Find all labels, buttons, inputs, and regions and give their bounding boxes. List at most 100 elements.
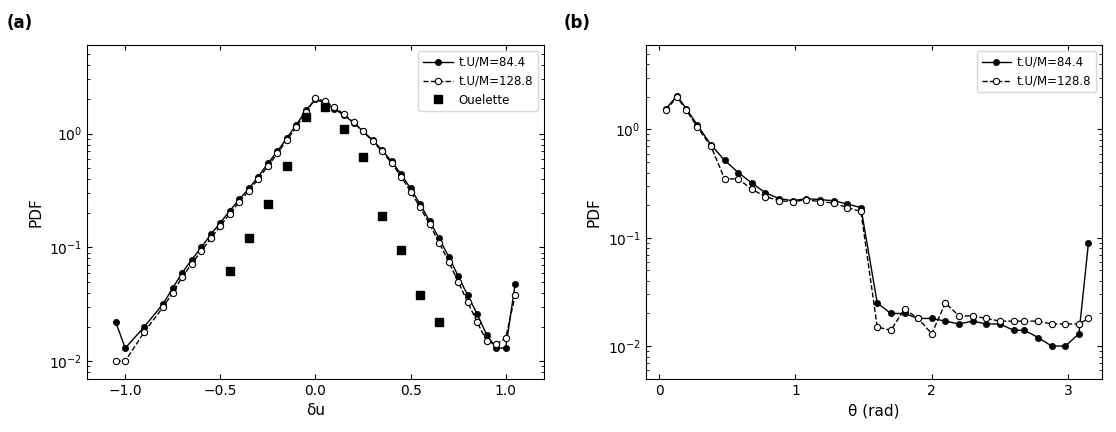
t.U/M=128.8 (461, 299, 474, 305)
t.U/M=128.8 (980, 316, 993, 321)
t.U/M=84.4 (280, 135, 294, 140)
t.U/M=84.4 (213, 220, 227, 225)
t.U/M=84.4 (732, 170, 745, 175)
t.U/M=84.4 (347, 120, 360, 125)
t.U/M=84.4 (442, 254, 455, 259)
t.U/M=128.8 (480, 338, 493, 343)
t.U/M=84.4 (232, 197, 246, 202)
t.U/M=128.8 (375, 149, 388, 154)
t.U/M=128.8 (1018, 318, 1031, 324)
t.U/M=128.8 (299, 109, 312, 114)
t.U/M=84.4 (423, 219, 436, 224)
t.U/M=84.4 (718, 158, 731, 163)
t.U/M=84.4 (827, 198, 840, 203)
t.U/M=128.8 (966, 313, 980, 318)
t.U/M=128.8 (452, 279, 465, 284)
t.U/M=84.4 (870, 300, 884, 305)
Line: t.U/M=128.8: t.U/M=128.8 (113, 95, 518, 364)
t.U/M=84.4 (328, 106, 341, 111)
Ouelette (394, 247, 407, 252)
t.U/M=128.8 (442, 259, 455, 264)
t.U/M=128.8 (185, 261, 199, 266)
t.U/M=128.8 (432, 240, 445, 245)
t.U/M=128.8 (242, 188, 256, 193)
t.U/M=84.4 (772, 196, 786, 201)
t.U/M=128.8 (691, 124, 704, 130)
t.U/M=84.4 (271, 149, 285, 154)
t.U/M=128.8 (827, 200, 840, 206)
t.U/M=84.4 (704, 142, 718, 147)
Legend: t.U/M=84.4, t.U/M=128.8, Ouelette: t.U/M=84.4, t.U/M=128.8, Ouelette (418, 51, 538, 111)
t.U/M=84.4 (452, 273, 465, 279)
Ouelette (337, 127, 350, 132)
t.U/M=128.8 (1072, 321, 1086, 327)
t.U/M=128.8 (1045, 321, 1058, 327)
t.U/M=128.8 (1081, 316, 1095, 321)
Ouelette (432, 320, 445, 325)
t.U/M=84.4 (375, 147, 388, 152)
t.U/M=128.8 (385, 161, 398, 166)
t.U/M=128.8 (912, 316, 925, 321)
t.U/M=84.4 (1059, 343, 1072, 349)
t.U/M=128.8 (897, 306, 911, 311)
t.U/M=84.4 (194, 245, 208, 250)
Legend: t.U/M=84.4, t.U/M=128.8: t.U/M=84.4, t.U/M=128.8 (976, 51, 1096, 92)
t.U/M=84.4 (1081, 240, 1095, 245)
t.U/M=84.4 (786, 198, 799, 203)
t.U/M=84.4 (404, 186, 417, 191)
t.U/M=128.8 (840, 205, 854, 210)
t.U/M=128.8 (271, 151, 285, 156)
t.U/M=84.4 (242, 186, 256, 191)
t.U/M=128.8 (213, 223, 227, 229)
t.U/M=84.4 (966, 318, 980, 324)
t.U/M=84.4 (1018, 327, 1031, 333)
t.U/M=128.8 (680, 108, 693, 113)
t.U/M=84.4 (318, 101, 331, 106)
t.U/M=84.4 (109, 320, 123, 325)
t.U/M=84.4 (252, 174, 266, 179)
t.U/M=128.8 (118, 359, 132, 364)
t.U/M=128.8 (166, 290, 180, 295)
t.U/M=128.8 (423, 222, 436, 227)
t.U/M=128.8 (671, 94, 684, 99)
t.U/M=84.4 (461, 292, 474, 298)
t.U/M=128.8 (328, 105, 341, 110)
t.U/M=128.8 (109, 359, 123, 364)
t.U/M=84.4 (854, 205, 867, 210)
Ouelette (242, 236, 256, 241)
t.U/M=128.8 (854, 209, 867, 214)
t.U/M=84.4 (814, 197, 827, 202)
Ouelette (375, 213, 388, 218)
t.U/M=128.8 (660, 108, 673, 113)
t.U/M=84.4 (490, 346, 503, 351)
t.U/M=128.8 (952, 313, 965, 318)
t.U/M=84.4 (897, 311, 911, 316)
Ouelette (413, 292, 426, 298)
t.U/M=128.8 (337, 112, 350, 117)
t.U/M=84.4 (1031, 335, 1045, 340)
t.U/M=128.8 (870, 324, 884, 330)
t.U/M=84.4 (759, 190, 772, 195)
t.U/M=128.8 (499, 335, 512, 340)
t.U/M=84.4 (1045, 343, 1058, 349)
t.U/M=84.4 (884, 311, 897, 316)
Ouelette (299, 114, 312, 120)
t.U/M=84.4 (137, 324, 151, 330)
t.U/M=128.8 (280, 137, 294, 143)
t.U/M=84.4 (509, 281, 522, 286)
t.U/M=128.8 (745, 187, 759, 192)
t.U/M=128.8 (1031, 318, 1045, 324)
t.U/M=128.8 (800, 197, 814, 202)
t.U/M=128.8 (404, 189, 417, 194)
t.U/M=128.8 (309, 95, 323, 101)
Line: Ouelette: Ouelette (227, 104, 443, 326)
t.U/M=128.8 (509, 292, 522, 298)
t.U/M=84.4 (925, 316, 939, 321)
t.U/M=128.8 (718, 176, 731, 181)
t.U/M=128.8 (786, 199, 799, 204)
Ouelette (280, 163, 294, 168)
t.U/M=84.4 (385, 159, 398, 164)
t.U/M=84.4 (691, 122, 704, 127)
t.U/M=128.8 (704, 144, 718, 149)
t.U/M=84.4 (471, 311, 484, 317)
